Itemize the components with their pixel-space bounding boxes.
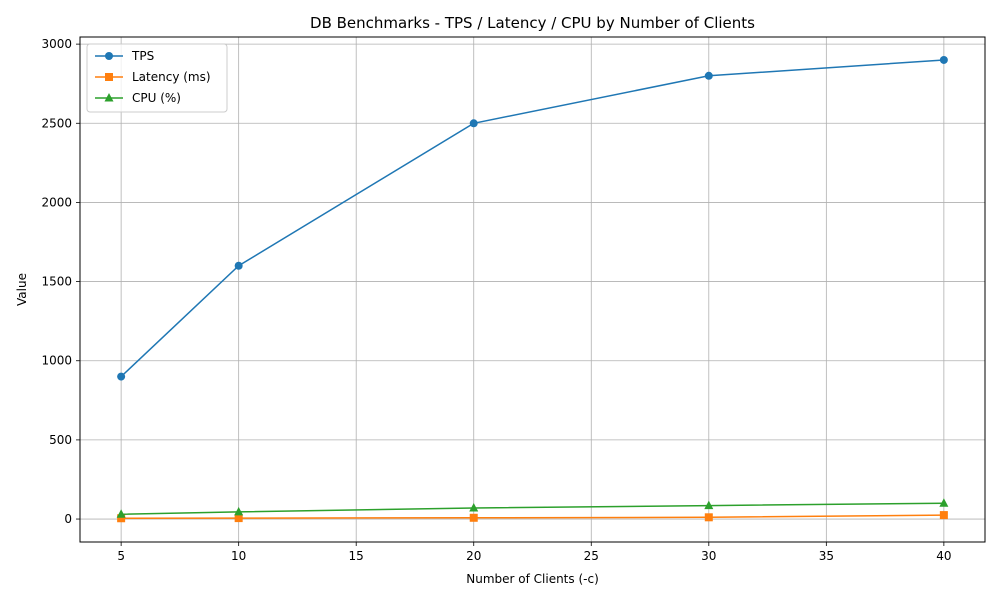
data-point — [117, 372, 126, 381]
y-tick-label: 0 — [64, 512, 72, 526]
legend-swatch-marker — [105, 52, 113, 60]
y-tick-label: 500 — [49, 433, 72, 447]
legend-item: TPS — [95, 49, 154, 63]
y-tick-label: 2000 — [41, 195, 72, 209]
legend-swatch-marker — [105, 73, 113, 81]
data-point — [939, 55, 948, 64]
data-point — [704, 71, 713, 80]
x-tick-label: 5 — [117, 549, 125, 563]
y-tick-label: 2500 — [41, 116, 72, 130]
y-axis-title: Value — [15, 273, 29, 306]
x-tick-label: 35 — [819, 549, 834, 563]
plot-area-frame — [79, 36, 986, 543]
series-cpu — [116, 498, 949, 518]
series-lines — [116, 55, 949, 523]
data-point — [234, 514, 243, 523]
x-tick-label: 25 — [584, 549, 599, 563]
y-tick-label: 3000 — [41, 37, 72, 51]
data-point — [939, 498, 949, 507]
y-tick-label: 1000 — [41, 354, 72, 368]
data-point — [939, 511, 948, 520]
x-tick-label: 30 — [701, 549, 716, 563]
data-point — [469, 502, 479, 512]
data-point — [117, 514, 126, 523]
legend-label: Latency (ms) — [132, 70, 211, 84]
x-tick-label: 10 — [231, 549, 246, 563]
legend-label: TPS — [131, 49, 154, 63]
chart-title: DB Benchmarks - TPS / Latency / CPU by N… — [310, 14, 755, 32]
x-tick-label: 40 — [936, 549, 951, 563]
legend: TPS Latency (ms) CPU (%) — [86, 43, 228, 113]
data-point — [469, 513, 478, 522]
data-point — [234, 506, 244, 516]
x-axis-title: Number of Clients (-c) — [466, 572, 599, 586]
x-tick-label: 20 — [466, 549, 481, 563]
legend-item: CPU (%) — [95, 91, 181, 105]
legend-box — [86, 43, 228, 113]
data-point — [234, 261, 243, 270]
legend-swatch-marker — [104, 93, 114, 102]
x-tick-label: 15 — [349, 549, 364, 563]
series-tps — [117, 55, 948, 381]
data-point — [704, 500, 714, 510]
legend-label: CPU (%) — [132, 91, 181, 105]
legend-item: Latency (ms) — [95, 70, 211, 84]
axis-ticks: 5 10 15 20 25 30 35 40 0 500 1000 1500 2000 2500 3000 — [41, 37, 951, 563]
y-tick-label: 1500 — [41, 275, 72, 289]
data-point — [469, 119, 478, 128]
series-latency — [117, 511, 948, 523]
data-point — [704, 513, 713, 522]
data-point — [116, 509, 126, 518]
gridlines — [80, 37, 985, 542]
